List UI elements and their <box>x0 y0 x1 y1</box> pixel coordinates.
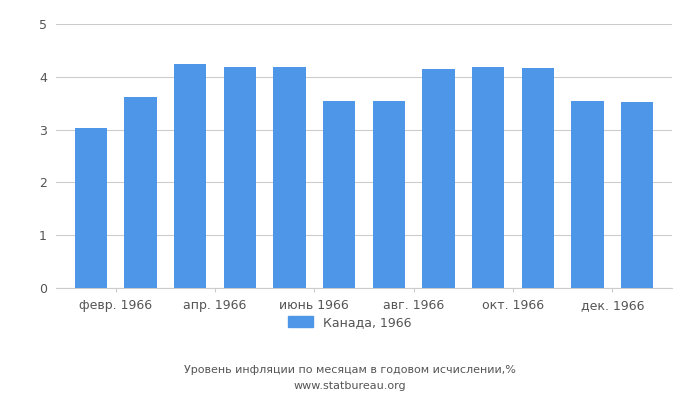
Bar <box>323 101 356 288</box>
Bar <box>174 64 206 288</box>
Bar <box>224 67 256 288</box>
Bar <box>621 102 653 288</box>
Bar <box>273 67 306 288</box>
Bar <box>422 70 455 288</box>
Legend: Канада, 1966: Канада, 1966 <box>284 311 416 334</box>
Bar <box>522 68 554 288</box>
Bar <box>372 101 405 288</box>
Text: www.statbureau.org: www.statbureau.org <box>294 381 406 391</box>
Text: Уровень инфляции по месяцам в годовом исчислении,%: Уровень инфляции по месяцам в годовом ис… <box>184 365 516 375</box>
Bar <box>472 67 504 288</box>
Bar <box>75 128 107 288</box>
Bar <box>125 97 157 288</box>
Bar <box>571 101 603 288</box>
